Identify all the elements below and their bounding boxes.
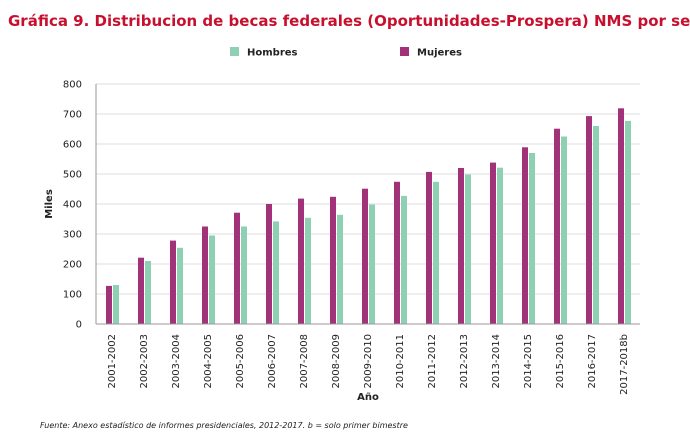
bar [362, 188, 368, 324]
x-tick-label: 2017-2018b [619, 334, 630, 395]
bar [113, 285, 119, 324]
y-tick-label: 200 [63, 260, 82, 271]
x-tick-label: 2015-2016 [555, 334, 566, 389]
y-tick-label: 300 [63, 230, 82, 241]
bar [490, 162, 496, 324]
x-tick-label: 2010-2011 [395, 334, 406, 389]
x-tick-label: 2016-2017 [587, 334, 598, 389]
bar [106, 285, 112, 324]
y-tick-label: 500 [63, 170, 82, 181]
x-tick-label: 2004-2005 [203, 334, 214, 389]
x-tick-label: 2009-2010 [363, 334, 374, 389]
y-tick-label: 600 [63, 140, 82, 151]
legend-label: Mujeres [417, 48, 462, 59]
bar [497, 167, 503, 324]
bar [209, 235, 215, 324]
bar [330, 196, 336, 324]
bar [433, 181, 439, 324]
x-tick-label: 2008-2009 [331, 334, 342, 389]
bar [145, 261, 151, 324]
y-tick-label: 700 [63, 110, 82, 121]
bar [177, 247, 183, 324]
y-tick-label: 0 [76, 320, 82, 331]
bar [273, 221, 279, 324]
bar [369, 204, 375, 324]
chart-title: Gráfica 9. Distribucion de becas federal… [8, 12, 690, 30]
legend-swatch [230, 47, 239, 56]
bar [554, 128, 560, 324]
x-tick-label: 2003-2004 [171, 334, 182, 389]
y-tick-label: 100 [63, 290, 82, 301]
y-tick-label: 800 [63, 80, 82, 91]
bar [266, 204, 272, 324]
bar [522, 147, 528, 324]
bar [241, 226, 247, 324]
legend-swatch [400, 47, 409, 56]
bar [625, 120, 631, 325]
x-tick-label: 2005-2006 [235, 334, 246, 389]
x-tick-label: 2002-2003 [139, 334, 150, 389]
bar [170, 240, 176, 324]
footnote: Fuente: Anexo estadístico de informes pr… [40, 421, 408, 430]
x-tick-label: 2011-2012 [427, 334, 438, 389]
bar [618, 108, 624, 324]
x-tick-label: 2001-2002 [107, 334, 118, 389]
bar [305, 217, 311, 324]
bar [298, 198, 304, 324]
bar [561, 136, 567, 324]
x-tick-label: 2014-2015 [523, 334, 534, 389]
bar [337, 214, 343, 324]
x-tick-label: 2006-2007 [267, 334, 278, 389]
y-tick-label: 400 [63, 200, 82, 211]
bar [234, 212, 240, 324]
bar [394, 181, 400, 324]
bar [426, 171, 432, 324]
bar [202, 226, 208, 324]
y-axis-title: Miles [44, 189, 55, 219]
bar [586, 116, 592, 324]
bar [458, 168, 464, 324]
legend-label: Hombres [247, 48, 298, 59]
x-tick-label: 2012-2013 [459, 334, 470, 389]
bar [593, 126, 599, 324]
x-tick-label: 2007-2008 [299, 334, 310, 389]
x-axis-title: Año [357, 392, 379, 403]
x-tick-label: 2013-2014 [491, 334, 502, 389]
bar [529, 153, 535, 324]
bar [138, 257, 144, 324]
bar [465, 174, 471, 324]
bar [401, 195, 407, 324]
